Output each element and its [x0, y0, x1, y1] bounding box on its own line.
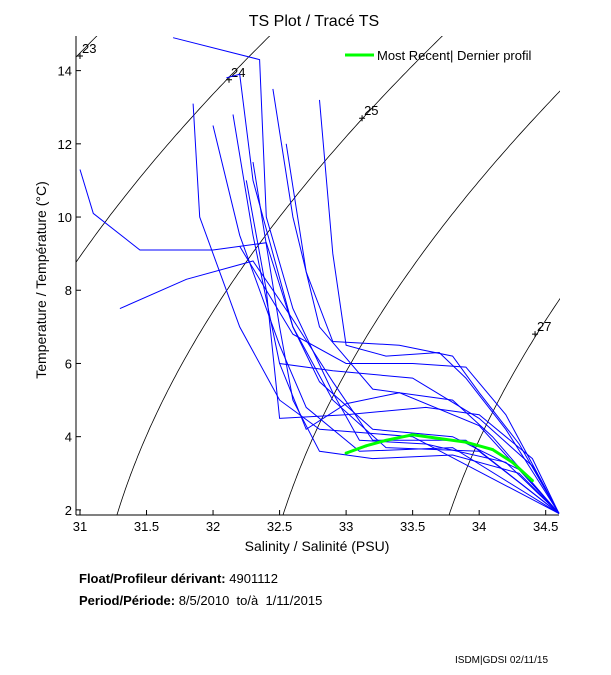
most-recent-point [530, 479, 534, 483]
most-recent-line [345, 433, 534, 482]
density-contour-26 [282, 90, 560, 515]
most-recent-point [510, 460, 514, 464]
legend: Most Recent| Dernier profil [345, 48, 531, 63]
density-contour-24 [76, 36, 271, 263]
x-tick-label: 32.5 [267, 519, 292, 534]
x-tick-label: 34.5 [533, 519, 558, 534]
profile-line [232, 114, 560, 514]
period-value: 8/5/2010 to/à 1/11/2015 [178, 593, 323, 608]
contour-label-marker [532, 331, 539, 338]
y-axis-label: Temperature / Température (°C) [33, 181, 49, 379]
y-tick-label: 8 [65, 283, 72, 298]
legend-label: Most Recent| Dernier profil [377, 48, 531, 63]
profile-line [245, 180, 560, 514]
profile-line [279, 363, 560, 514]
x-tick-label: 34 [472, 519, 486, 534]
profile-line [272, 88, 560, 514]
y-tick-label: 6 [65, 356, 72, 371]
y-tick-label: 14 [58, 64, 72, 79]
density-contour-27 [448, 298, 560, 515]
y-tick-label: 12 [58, 137, 72, 152]
x-tick-label: 32 [206, 519, 220, 534]
x-axis-label: Salinity / Salinité (PSU) [245, 538, 390, 554]
y-tick-label: 2 [65, 503, 72, 518]
contour-label: 25 [364, 103, 378, 118]
profile-line [226, 73, 560, 514]
profile-line [285, 143, 560, 514]
profile-line [172, 37, 560, 514]
y-tick-label: 10 [58, 210, 72, 225]
float-label: Float/Profileur dérivant: [79, 571, 226, 586]
most-recent-point [437, 436, 441, 440]
profile-line [192, 103, 560, 514]
profile-line [239, 246, 560, 514]
profile-line [319, 99, 560, 514]
x-tick-label: 33.5 [400, 519, 425, 534]
period-info: Period/Période: 8/5/2010 to/à 1/11/2015 [79, 593, 322, 608]
profiles [79, 37, 560, 514]
contour-label-marker [226, 76, 233, 83]
y-tick-label: 4 [65, 430, 72, 445]
float-info: Float/Profileur dérivant: 4901112 [79, 571, 278, 586]
x-tick-label: 33 [339, 519, 353, 534]
contour-label-marker [76, 52, 83, 59]
contour-label-marker [359, 115, 366, 122]
x-tick-label: 31 [73, 519, 87, 534]
profile-line [212, 125, 560, 514]
contour-label: 23 [82, 41, 96, 56]
footer-credit: ISDM|GDSI 02/11/15 [455, 655, 549, 666]
chart-title: TS Plot / Tracé TS [249, 13, 379, 30]
profile-line [252, 162, 560, 514]
profile-line [79, 169, 560, 514]
most-recent-point [364, 444, 368, 448]
x-tick-label: 31.5 [134, 519, 159, 534]
density-contour-23 [76, 36, 98, 58]
density-contour-25 [116, 36, 443, 515]
contour-label: 27 [537, 319, 551, 334]
contour-label: 24 [231, 65, 245, 80]
most-recent-point [464, 440, 468, 444]
float-value: 4901112 [229, 571, 278, 586]
density-contours [76, 36, 560, 515]
most-recent-point [344, 451, 348, 455]
most-recent-profile [344, 433, 534, 483]
period-label: Period/Période: [79, 593, 176, 608]
most-recent-point [490, 447, 494, 451]
most-recent-point [384, 438, 388, 442]
most-recent-point [411, 433, 415, 437]
